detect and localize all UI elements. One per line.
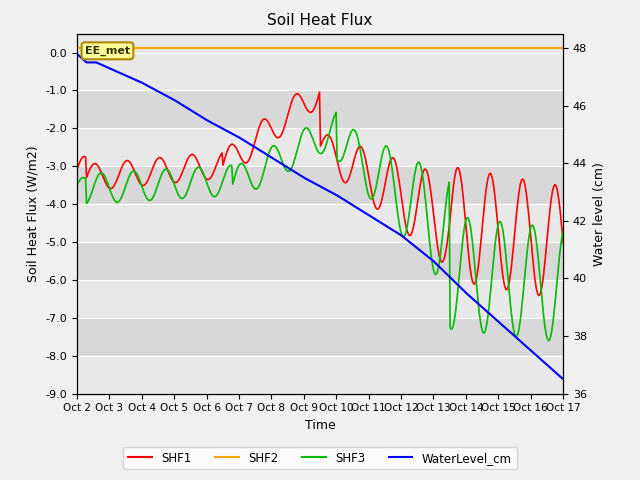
Bar xyxy=(77,166,563,204)
Bar xyxy=(77,318,563,356)
Title: Soil Heat Flux: Soil Heat Flux xyxy=(268,13,372,28)
Y-axis label: Water level (cm): Water level (cm) xyxy=(593,162,605,265)
Bar xyxy=(77,90,563,128)
Text: EE_met: EE_met xyxy=(85,46,130,56)
Y-axis label: Soil Heat Flux (W/m2): Soil Heat Flux (W/m2) xyxy=(27,145,40,282)
Bar xyxy=(77,280,563,318)
X-axis label: Time: Time xyxy=(305,419,335,432)
Bar xyxy=(77,52,563,90)
Bar xyxy=(77,204,563,242)
Bar xyxy=(77,128,563,166)
Bar xyxy=(77,242,563,280)
Legend: SHF1, SHF2, SHF3, WaterLevel_cm: SHF1, SHF2, SHF3, WaterLevel_cm xyxy=(124,447,516,469)
Bar xyxy=(77,356,563,394)
